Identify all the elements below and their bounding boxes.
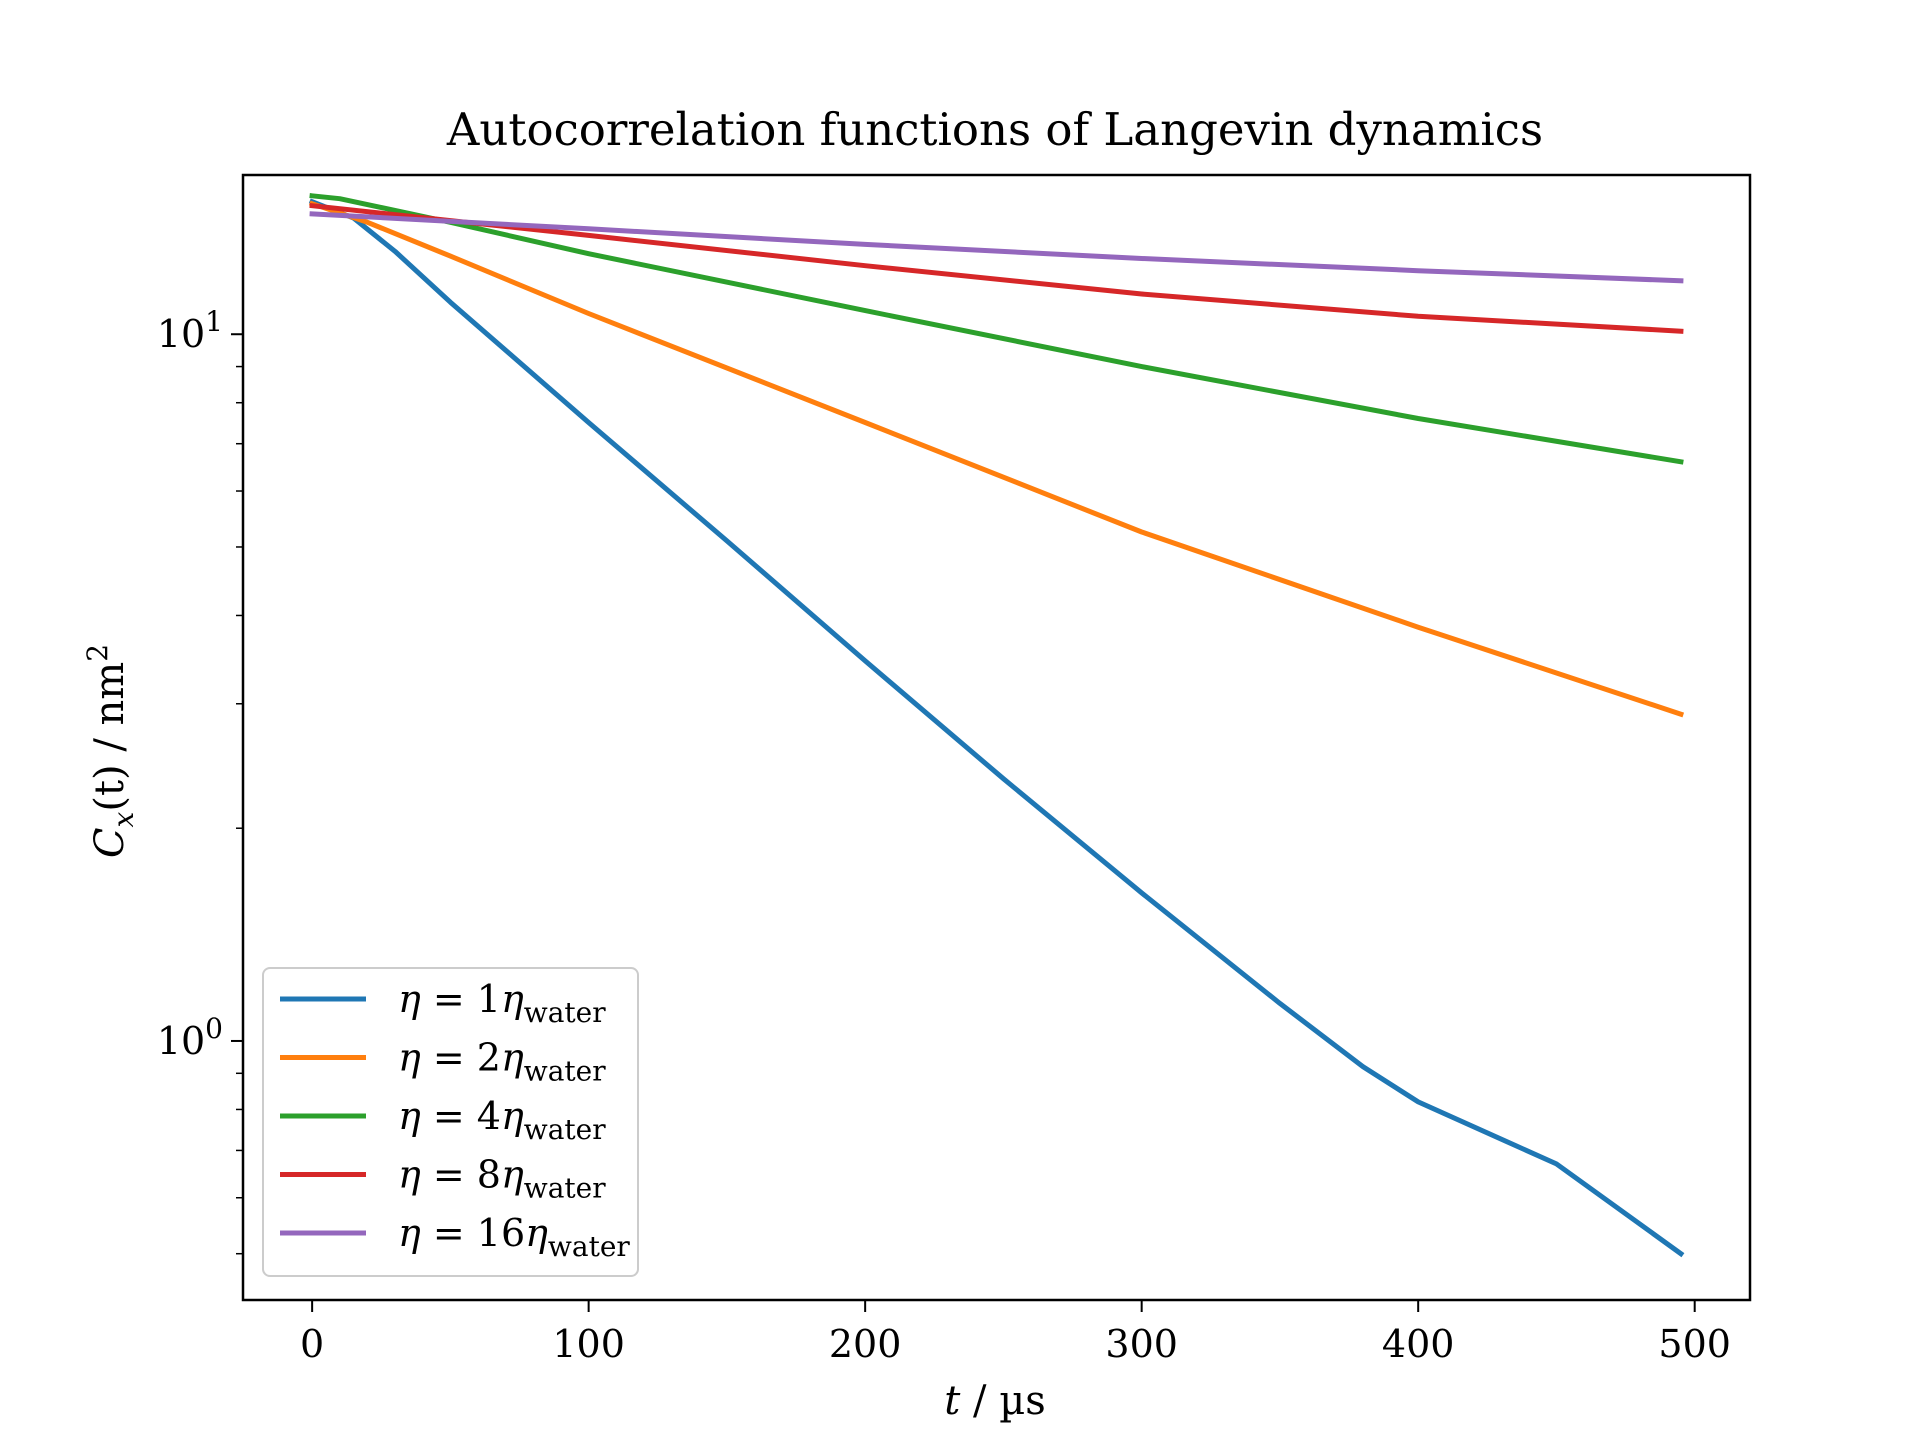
legend-entry: η = 16ηwater [398, 1211, 630, 1263]
series-line-5 [309, 211, 1684, 284]
legend-box [262, 967, 639, 1277]
x-tick-label: 0 [300, 1322, 324, 1366]
series-line-3 [309, 193, 1684, 465]
series-line-2 [308, 200, 1685, 718]
legend-entry: η = 4ηwater [398, 1094, 606, 1146]
plot-area [308, 193, 1685, 1258]
x-tick-label: 200 [829, 1322, 902, 1366]
x-tick-label: 400 [1382, 1322, 1455, 1366]
y-axis-label: Cx(t) / nm2 [81, 644, 140, 858]
x-tick-label: 100 [552, 1322, 625, 1366]
plot-frame [241, 173, 1752, 1302]
legend-entry: η = 1ηwater [398, 977, 606, 1029]
x-axis-label: t / µs [944, 1378, 1046, 1424]
axes: 0 100 200 300 400 500 101 100 [157, 173, 1752, 1366]
legend: η = 1ηwater η = 2ηwater η = 4ηwater η = 8ηw… [262, 967, 639, 1277]
series-line-1 [308, 198, 1685, 1258]
chart-title: Autocorrelation functions of Langevin dy… [446, 103, 1543, 156]
x-tick-label: 300 [1105, 1322, 1178, 1366]
legend-entry: η = 2ηwater [398, 1036, 606, 1088]
series-line-4 [309, 202, 1684, 334]
x-tick-label: 500 [1658, 1322, 1731, 1366]
y-tick-label: 100 [157, 1012, 223, 1063]
legend-entry: η = 8ηwater [398, 1153, 606, 1205]
y-tick-label: 101 [157, 305, 223, 356]
